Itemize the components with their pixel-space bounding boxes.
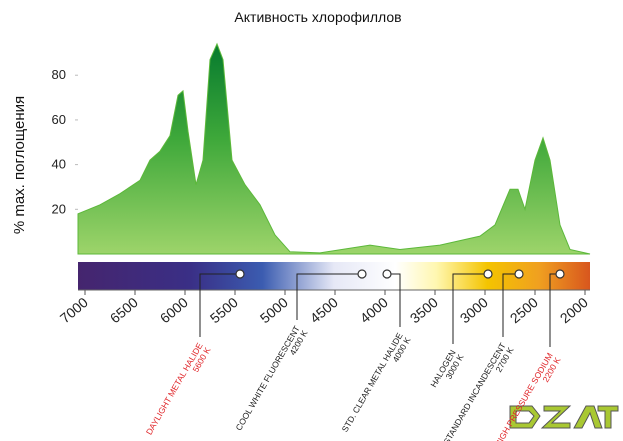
absorption-area [77, 42, 591, 255]
y-tick-label: 80 [52, 67, 66, 82]
logo-shape [540, 405, 572, 429]
lamp-connector [199, 273, 240, 337]
x-tick-label: 3000 [457, 294, 491, 326]
x-tick-label: 7000 [57, 294, 91, 326]
y-tick-label: 60 [52, 112, 66, 127]
lamp-name: STD. CLEAR METAL HALIDE [340, 331, 405, 434]
lamp-marker [382, 269, 392, 279]
lamp-connector [452, 273, 488, 344]
x-tick-label: 4500 [307, 294, 341, 326]
chart-title: Активность хлорофиллов [234, 9, 401, 25]
lamp-connector [296, 273, 362, 320]
lamp-name: DAYLIGHT METAL HALIDE [144, 341, 205, 437]
lamp-connector [502, 273, 519, 337]
logo-shape [573, 405, 619, 429]
logo [509, 405, 619, 429]
x-tick-label: 4000 [357, 294, 391, 326]
x-tick-label: 3500 [407, 294, 441, 326]
x-tick-label: 5500 [207, 294, 241, 326]
lamp-name: COOL WHITE FLUORESCENT [233, 324, 301, 432]
x-tick-label: 6500 [107, 294, 141, 326]
lamp-marker [514, 269, 524, 279]
lamp-marker [555, 269, 565, 279]
x-tick-label: 2000 [557, 294, 591, 326]
x-tick-label: 6000 [157, 294, 191, 326]
y-tick-label: 20 [52, 201, 66, 216]
lamp-marker [357, 269, 367, 279]
color-temperature-bar [78, 262, 590, 290]
lamp-marker [235, 269, 245, 279]
x-tick-label: 2500 [507, 294, 541, 326]
logo-shape [509, 405, 541, 429]
x-tick-label: 5000 [257, 294, 291, 326]
y-axis-label: % max. поглощения [11, 96, 28, 234]
lamp-marker [483, 269, 493, 279]
y-tick-label: 40 [52, 157, 66, 172]
